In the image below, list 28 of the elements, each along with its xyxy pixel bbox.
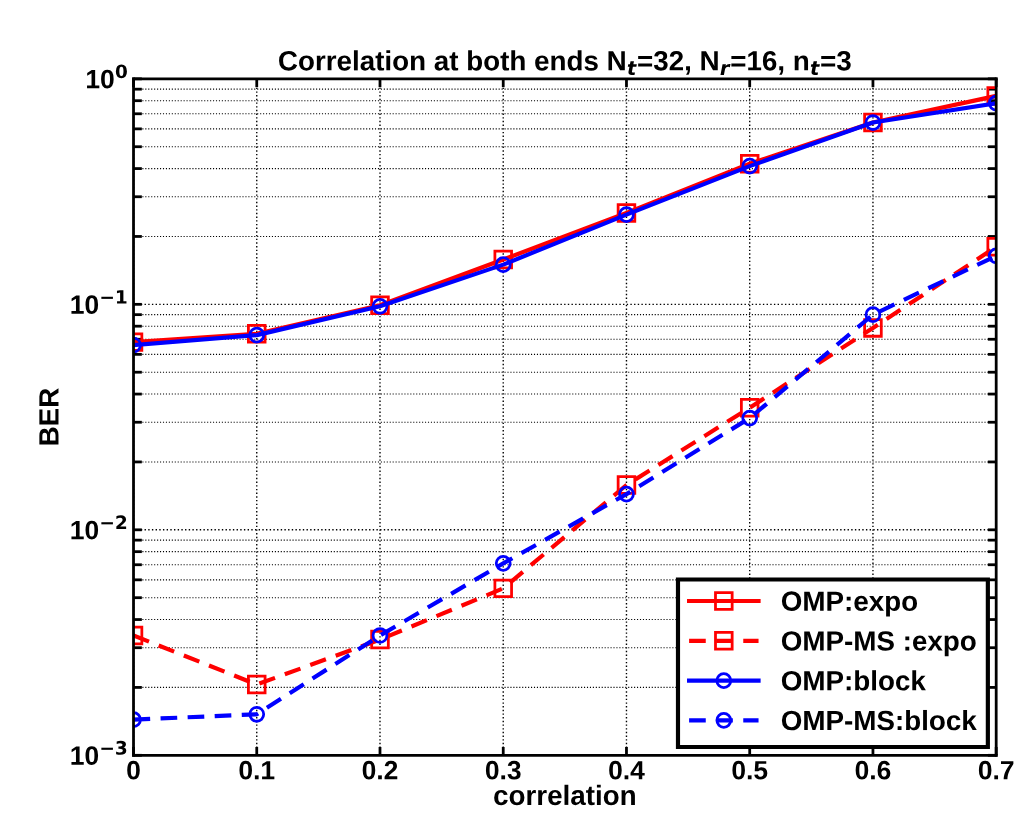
y-tick-label: 10$^{−3}$ [71,740,127,765]
x-tick-label: 0.6 [855,760,891,780]
point [248,705,266,723]
x-tick-label: 0.5 [732,760,768,780]
legend-label: OMP-MS:block [781,709,977,731]
y-axis-title: BER [39,388,59,445]
y-tick-label: 10$^{−1}$ [71,290,127,314]
point [864,306,882,323]
x-tick-label: 0.7 [978,760,1014,780]
legend-label: OMP:block [781,670,926,691]
legend-label: OMP-MS :expo [781,631,976,657]
point [247,674,267,695]
point [371,627,389,644]
x-axis-title: correlation [494,784,635,806]
x-tick-label: 0.3 [485,760,521,780]
y-tick-label: 10$^{0}$ [87,64,127,89]
x-tick-label: 0.2 [362,760,398,780]
point [618,485,635,503]
x-tick-label: 0 [127,760,140,780]
point [493,578,513,599]
point [494,256,512,273]
legend-label: OMP:expo [781,591,918,617]
point [494,555,512,572]
point [741,409,759,427]
x-tick-label: 0.4 [609,760,645,780]
chart-title: Correlation at both ends N$_{t}$=32, N$_{r}$=16, n$_{t}$=3 [279,50,851,75]
y-tick-label: 10$^{−2}$ [71,515,127,540]
x-tick-label: 0.1 [239,760,275,780]
